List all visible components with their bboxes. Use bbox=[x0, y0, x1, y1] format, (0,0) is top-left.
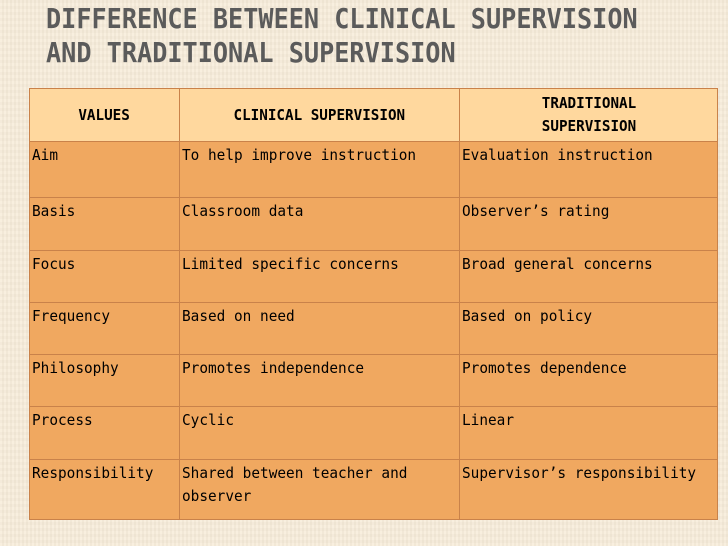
table-row: Aim To help improve instruction Evaluati… bbox=[29, 140, 718, 199]
cell-value: Frequency bbox=[29, 301, 180, 356]
cell-traditional: Supervisor’s responsibility bbox=[459, 458, 718, 520]
table-header-row: VALUES CLINICAL SUPERVISION TRADITIONAL … bbox=[29, 88, 718, 142]
cell-clinical: Classroom data bbox=[179, 197, 460, 251]
cell-clinical: To help improve instruction bbox=[179, 140, 460, 199]
comparison-table: VALUES CLINICAL SUPERVISION TRADITIONAL … bbox=[29, 88, 718, 520]
cell-traditional: Evaluation instruction bbox=[459, 140, 718, 199]
cell-clinical: Cyclic bbox=[179, 406, 460, 460]
cell-value: Focus bbox=[29, 249, 180, 303]
slide-title-line-2: AND TRADITIONAL SUPERVISION bbox=[46, 36, 456, 69]
cell-clinical: Based on need bbox=[179, 301, 460, 356]
cell-traditional: Promotes dependence bbox=[459, 354, 718, 408]
cell-clinical: Shared between teacher and observer bbox=[179, 458, 460, 520]
table-row: Responsibility Shared between teacher an… bbox=[29, 458, 718, 520]
slide-title: DIFFERENCE BETWEEN CLINICAL SUPERVISION … bbox=[46, 2, 658, 70]
header-traditional-supervision: TRADITIONAL SUPERVISION bbox=[459, 88, 718, 142]
cell-traditional: Observer’s rating bbox=[459, 197, 718, 251]
table-row: Philosophy Promotes independence Promote… bbox=[29, 354, 718, 408]
table-row: Basis Classroom data Observer’s rating bbox=[29, 197, 718, 251]
header-values: VALUES bbox=[29, 88, 180, 142]
comparison-table-container: VALUES CLINICAL SUPERVISION TRADITIONAL … bbox=[29, 88, 718, 520]
header-clinical-supervision: CLINICAL SUPERVISION bbox=[179, 88, 460, 142]
cell-clinical: Limited specific concerns bbox=[179, 249, 460, 303]
cell-value: Responsibility bbox=[29, 458, 180, 520]
cell-traditional: Based on policy bbox=[459, 301, 718, 356]
table-row: Frequency Based on need Based on policy bbox=[29, 301, 718, 356]
slide-title-line-1: DIFFERENCE BETWEEN CLINICAL SUPERVISION bbox=[46, 2, 638, 35]
cell-clinical: Promotes independence bbox=[179, 354, 460, 408]
cell-traditional: Broad general concerns bbox=[459, 249, 718, 303]
cell-value: Basis bbox=[29, 197, 180, 251]
cell-value: Philosophy bbox=[29, 354, 180, 408]
table-row: Process Cyclic Linear bbox=[29, 406, 718, 460]
cell-traditional: Linear bbox=[459, 406, 718, 460]
cell-value: Process bbox=[29, 406, 180, 460]
table-row: Focus Limited specific concerns Broad ge… bbox=[29, 249, 718, 303]
cell-value: Aim bbox=[29, 140, 180, 199]
